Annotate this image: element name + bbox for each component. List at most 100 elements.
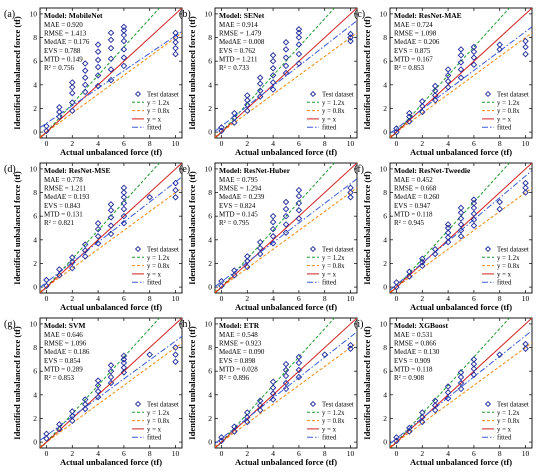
metric-text: EVS = 0.843 (44, 202, 81, 210)
data-point (393, 125, 400, 132)
data-point (444, 238, 452, 246)
x-tick-label: 2 (70, 294, 74, 303)
panel-i: (i) 0 2 4 6 8 10 0 2 4 6 8 10 Actual unbalanced force… (354, 317, 533, 467)
data-point (218, 124, 225, 131)
metric-text: RMSE = 0.923 (219, 340, 262, 348)
legend-label: fitted (322, 435, 337, 442)
data-point (244, 92, 251, 99)
data-point (94, 56, 102, 64)
data-point (295, 192, 303, 200)
data-point (470, 196, 478, 203)
plot-frame (214, 317, 358, 449)
line-y-0.8x (390, 187, 532, 293)
data-point (522, 50, 529, 58)
data-point (419, 108, 426, 116)
data-point (94, 233, 102, 240)
data-point (419, 262, 426, 270)
data-point (43, 276, 50, 284)
data-point (172, 34, 179, 41)
legend-label: y = 0.8x (147, 108, 170, 115)
x-tick-label: 2 (420, 294, 424, 303)
x-tick-label: 2 (70, 449, 74, 458)
x-tick-label: 4 (96, 139, 100, 148)
y-tick-label: 0 (33, 283, 37, 292)
y-tick-label: 10 (380, 319, 388, 328)
x-tick-label: 6 (122, 139, 126, 148)
line-fitted (40, 30, 182, 129)
data-point (172, 44, 179, 52)
y-axis-label: Identified unbalanced force (tf) (12, 326, 22, 440)
data-point (406, 268, 413, 275)
x-tick-label: 4 (446, 139, 450, 148)
y-tick-label: 4 (33, 390, 37, 399)
line-y-x (215, 163, 357, 293)
data-point (282, 385, 290, 393)
legend-label: y = 0.8x (497, 263, 520, 270)
metric-text: R² = 0.733 (219, 64, 249, 72)
metric-text: MedAE = 0.186 (44, 348, 90, 356)
data-point (256, 244, 264, 252)
panel-h: (h) 0 2 4 6 8 10 0 2 4 6 8 10 Actual unbalanced force… (179, 317, 358, 467)
legend-label: fitted (497, 125, 512, 132)
y-tick-label: 8 (33, 188, 37, 197)
data-point (120, 184, 128, 192)
line-y-1.2x (40, 163, 161, 293)
legend-label: y = 0.8x (497, 108, 520, 115)
legend-label: Test dataset (497, 247, 529, 254)
y-tick-label: 6 (208, 367, 212, 376)
data-point (282, 198, 290, 206)
y-tick-label: 4 (208, 235, 212, 244)
y-tick-label: 10 (380, 9, 388, 18)
data-point (231, 267, 238, 274)
data-point (295, 26, 303, 33)
x-axis-label: Actual unbalanced force (tf) (60, 147, 162, 157)
metric-text: MAE = 0.531 (394, 331, 433, 339)
model-label: Model: ETR (219, 321, 260, 330)
data-point (120, 54, 128, 61)
data-point (269, 86, 277, 93)
panel-label: (d) (4, 164, 16, 175)
metric-text: EVS = 0.788 (44, 47, 81, 55)
data-point (393, 279, 400, 286)
y-tick-label: 2 (383, 259, 387, 268)
plot-frame (389, 7, 533, 139)
y-tick-label: 0 (208, 128, 212, 137)
data-point (43, 122, 50, 130)
line-fitted (390, 330, 532, 445)
data-point (457, 46, 465, 53)
y-tick-label: 2 (383, 104, 387, 113)
data-point (256, 402, 264, 409)
y-tick-label: 6 (208, 212, 212, 221)
data-point (470, 222, 478, 229)
x-tick-label: 10 (172, 294, 180, 303)
data-point (94, 82, 102, 90)
legend-label: y = x (147, 116, 162, 123)
data-point (244, 96, 251, 104)
data-point (269, 65, 277, 72)
data-point (107, 373, 115, 381)
data-point (431, 250, 439, 258)
data-point (269, 233, 277, 240)
legend-marker (484, 400, 492, 408)
line-fitted (215, 178, 357, 288)
x-tick-label: 10 (347, 139, 355, 148)
data-point (107, 230, 115, 238)
data-point (256, 250, 264, 258)
metric-text: RMSE = 1.294 (219, 185, 262, 193)
x-tick-label: 6 (472, 449, 476, 458)
y-tick-label: 2 (208, 414, 212, 423)
x-tick-label: 2 (245, 449, 249, 458)
data-point (457, 233, 465, 240)
data-point (393, 434, 400, 441)
metric-text: MedAE = 0.008 (219, 38, 265, 46)
data-point (120, 46, 128, 53)
data-point (244, 107, 251, 115)
reference-lines (390, 318, 532, 448)
plot-frame (214, 7, 358, 139)
data-point (107, 207, 115, 214)
x-tick-label: 0 (45, 294, 49, 303)
data-point (393, 128, 400, 136)
x-tick-label: 8 (498, 139, 502, 148)
y-tick-label: 0 (33, 128, 37, 137)
